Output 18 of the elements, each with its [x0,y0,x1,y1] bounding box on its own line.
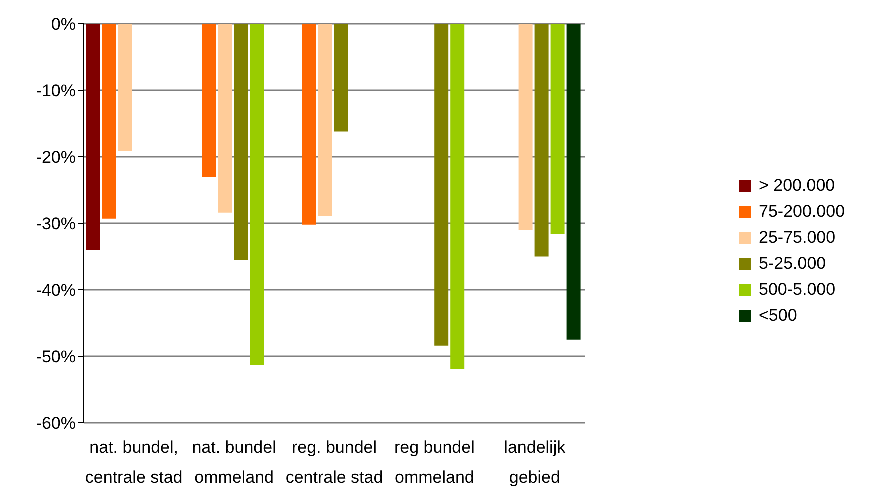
x-tick-label: landelijk gebied [504,438,566,488]
y-tick-label: 0% [51,15,76,34]
x-tick-label: reg. bundel centrale stad [286,438,384,488]
x-tick-label: nat. bundel, centrale stad [85,438,183,488]
legend-label: <500 [759,305,798,327]
legend-label: 25-75.000 [759,227,836,249]
y-tick-label: -50% [36,348,76,367]
x-tick-label: nat. bundel ommeland [192,438,276,488]
y-tick-label: -60% [36,414,76,434]
legend-label: 75-200.000 [759,201,846,223]
legend-label: > 200.000 [759,175,836,197]
y-tick-label: -40% [36,281,76,300]
x-tick-label: reg bundel ommeland [394,438,475,488]
legend-label: 500-5.000 [759,279,836,301]
y-tick-label: -10% [36,82,76,101]
y-tick-label: -20% [36,148,76,168]
legend-label: 5-25.000 [759,253,826,275]
y-tick-label: -30% [36,214,76,234]
